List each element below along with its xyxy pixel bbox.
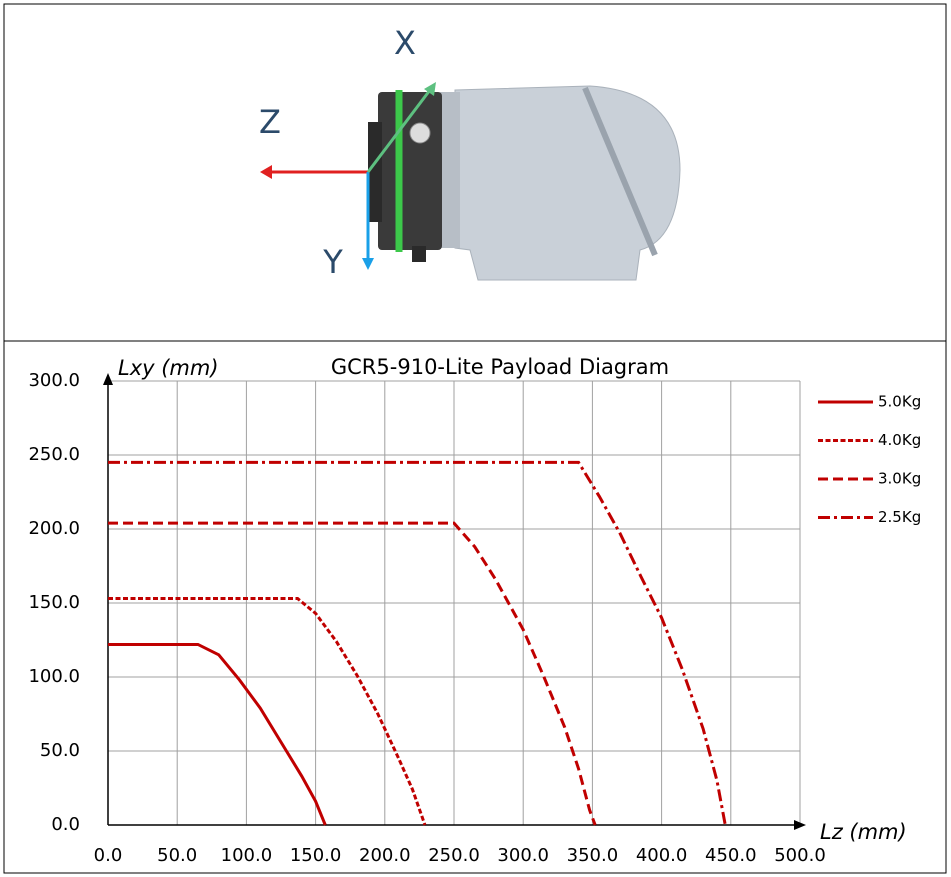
axis-x-label: X: [394, 24, 416, 62]
series-line: [108, 642, 327, 826]
legend-label: 4.0Kg: [878, 431, 921, 449]
series-line: [108, 521, 597, 826]
gripper-illustration: [260, 82, 681, 281]
x-axis-arrow: [794, 820, 806, 830]
y-tick-label: 150.0: [28, 592, 80, 613]
legend-label: 2.5Kg: [878, 508, 921, 526]
x-tick-label: 450.0: [705, 845, 757, 866]
y-tick-label: 200.0: [28, 518, 80, 539]
x-tick-label: 50.0: [157, 845, 197, 866]
y-tick-label: 50.0: [40, 740, 80, 761]
x-tick-label: 400.0: [636, 845, 688, 866]
y-tick-label: 300.0: [28, 370, 80, 391]
x-tick-label: 200.0: [359, 845, 411, 866]
axis-y-label: Y: [322, 243, 343, 281]
y-tick-label: 100.0: [28, 666, 80, 687]
y-tick-label: 250.0: [28, 444, 80, 465]
series-line: [108, 460, 727, 826]
legend-label: 3.0Kg: [878, 470, 921, 488]
chart-panel: [3, 340, 947, 874]
y-axis-arrow: [103, 373, 113, 385]
x-tick-label: 300.0: [497, 845, 549, 866]
axis-z-label: Z: [259, 103, 281, 141]
y-axis-title: Lxy (mm): [118, 356, 219, 380]
series-line: [108, 597, 427, 826]
x-tick-label: 250.0: [428, 845, 480, 866]
x-tick-label: 100.0: [221, 845, 273, 866]
legend-label: 5.0Kg: [878, 393, 921, 411]
x-axis-title: Lz (mm): [820, 820, 907, 844]
x-tick-label: 0.0: [94, 845, 123, 866]
chart-title: GCR5-910-Lite Payload Diagram: [331, 355, 669, 379]
x-tick-label: 150.0: [290, 845, 342, 866]
x-tick-label: 500.0: [774, 845, 826, 866]
chart: GCR5-910-Lite Payload Diagram Lxy (mm) L…: [28, 355, 921, 866]
x-tick-label: 350.0: [567, 845, 619, 866]
y-tick-label: 0.0: [51, 814, 80, 835]
